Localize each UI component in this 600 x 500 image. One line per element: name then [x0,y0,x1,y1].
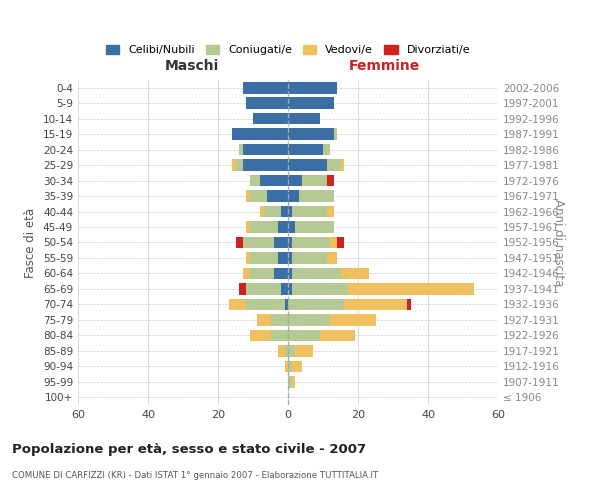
Bar [288,175,302,186]
Y-axis label: Anni di nascita: Anni di nascita [552,199,565,286]
Bar [253,113,288,124]
Bar [242,268,250,280]
Bar [407,298,410,310]
Bar [246,98,288,109]
Bar [288,221,295,233]
Bar [288,252,292,264]
Bar [277,345,284,356]
Bar [250,221,277,233]
Bar [229,298,246,310]
Bar [295,345,313,356]
Bar [260,206,263,218]
Bar [288,236,292,248]
Bar [246,298,284,310]
Bar [267,190,288,202]
Bar [242,236,274,248]
Bar [288,360,292,372]
Bar [246,283,281,294]
Bar [235,160,242,171]
Bar [232,128,288,140]
Bar [326,206,334,218]
Bar [288,314,330,326]
Bar [299,190,334,202]
Bar [288,376,292,388]
Bar [257,314,271,326]
Bar [242,82,288,94]
Bar [246,190,250,202]
Bar [242,160,288,171]
Bar [281,283,288,294]
Bar [288,128,334,140]
Bar [239,144,242,156]
Bar [246,221,250,233]
Text: Popolazione per età, sesso e stato civile - 2007: Popolazione per età, sesso e stato civil… [12,442,366,456]
Bar [260,175,288,186]
Bar [341,160,344,171]
Bar [284,298,288,310]
Bar [250,175,260,186]
Bar [341,268,368,280]
Bar [302,175,326,186]
Bar [288,160,326,171]
Bar [263,206,281,218]
Bar [292,206,326,218]
Bar [246,252,250,264]
Y-axis label: Fasce di età: Fasce di età [25,208,37,278]
Bar [250,268,274,280]
Bar [292,268,341,280]
Bar [330,314,376,326]
Bar [320,330,355,341]
Bar [288,298,344,310]
Bar [292,252,326,264]
Bar [347,283,473,294]
Bar [295,221,334,233]
Bar [292,283,347,294]
Bar [288,268,292,280]
Bar [288,283,292,294]
Bar [326,252,337,264]
Bar [288,113,320,124]
Bar [284,360,288,372]
Bar [277,221,288,233]
Bar [288,206,292,218]
Bar [288,190,299,202]
Bar [250,252,277,264]
Bar [271,330,288,341]
Text: COMUNE DI CARFIZZI (KR) - Dati ISTAT 1° gennaio 2007 - Elaborazione TUTTITALIA.I: COMUNE DI CARFIZZI (KR) - Dati ISTAT 1° … [12,471,378,480]
Bar [344,298,407,310]
Bar [288,144,323,156]
Bar [288,345,295,356]
Bar [334,128,337,140]
Legend: Celibi/Nubili, Coniugati/e, Vedovi/e, Divorziati/e: Celibi/Nubili, Coniugati/e, Vedovi/e, Di… [101,40,475,60]
Bar [271,314,288,326]
Bar [274,236,288,248]
Bar [288,82,337,94]
Bar [235,236,242,248]
Bar [281,206,288,218]
Bar [232,160,235,171]
Bar [288,98,334,109]
Bar [239,283,246,294]
Bar [288,330,320,341]
Bar [323,144,330,156]
Bar [250,190,267,202]
Text: Femmine: Femmine [349,60,420,74]
Bar [274,268,288,280]
Bar [292,376,295,388]
Bar [330,236,337,248]
Bar [292,360,302,372]
Text: Maschi: Maschi [164,60,218,74]
Bar [326,160,341,171]
Bar [242,144,288,156]
Bar [337,236,344,248]
Bar [250,330,271,341]
Bar [292,236,330,248]
Bar [326,175,334,186]
Bar [284,345,288,356]
Bar [277,252,288,264]
